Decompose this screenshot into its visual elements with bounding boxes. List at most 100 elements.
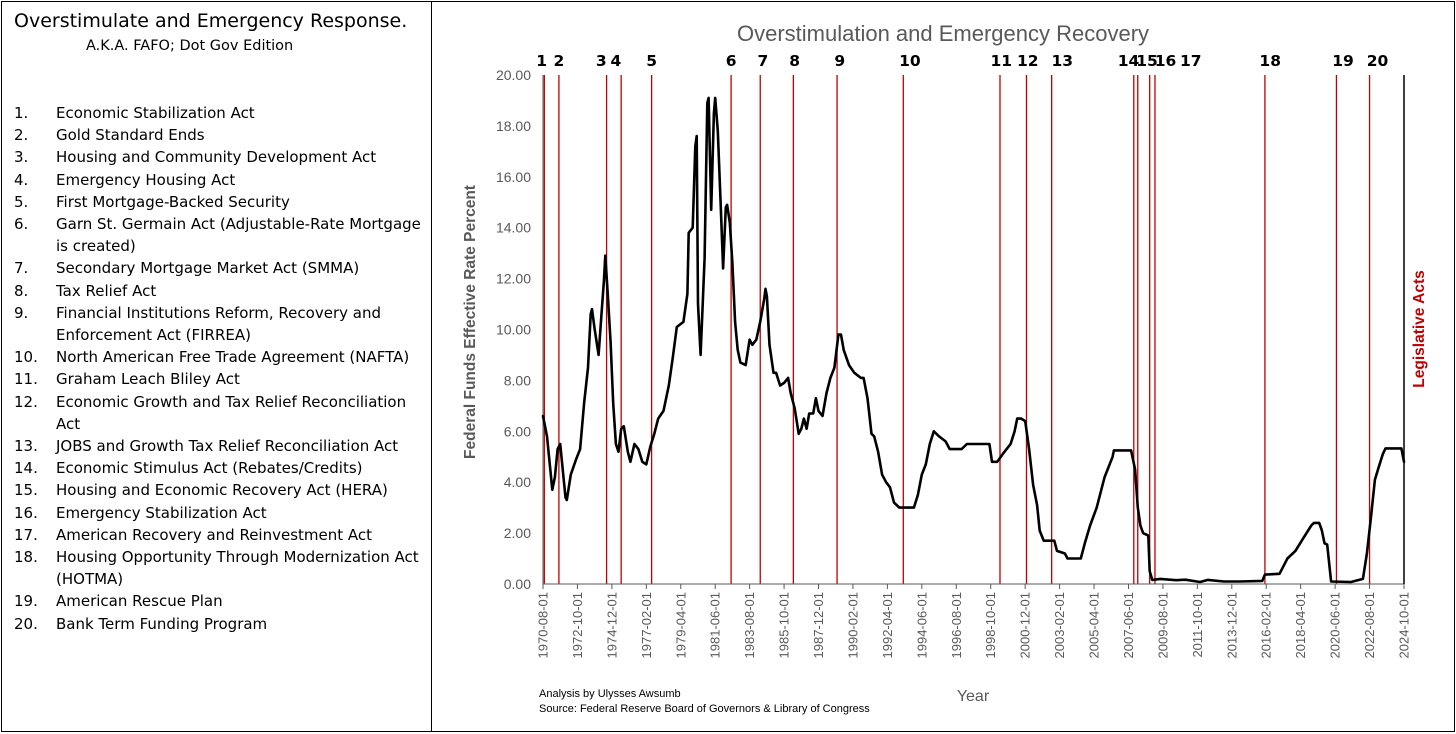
legislation-name: North American Free Trade Agreement (NAF… <box>56 348 410 367</box>
act-number-label: 4 <box>610 52 621 70</box>
legislation-number: 18. <box>14 548 38 567</box>
legislation-number: 1. <box>14 104 29 122</box>
x-tick-label: 2011-10-01 <box>1190 592 1205 658</box>
legislation-name: Housing and Community Development Act <box>56 148 377 167</box>
legislation-item: 3. Housing and Community Development Act <box>14 146 426 168</box>
y-tick-label: 4.00 <box>504 474 531 490</box>
x-tick-label: 2013-12-01 <box>1224 592 1239 659</box>
legislation-name: Housing Opportunity Through Modernizatio… <box>56 548 419 589</box>
x-tick-label: 2018-04-01 <box>1293 592 1308 659</box>
legislation-legend-panel: Overstimulate and Emergency Response. A.… <box>1 1 432 732</box>
x-tick-label: 2005-04-01 <box>1087 592 1102 659</box>
x-tick-label: 1977-02-01 <box>639 592 654 659</box>
legislation-name: Bank Term Funding Program <box>56 614 268 633</box>
x-tick-label: 2024-10-01 <box>1397 592 1412 659</box>
y-tick-label: 12.00 <box>496 271 531 287</box>
act-number-label: 9 <box>834 52 845 70</box>
legislation-number: 9. <box>14 303 29 322</box>
legislation-number: 4. <box>14 170 29 189</box>
legislation-name: JOBS and Growth Tax Relief Reconciliatio… <box>56 437 399 456</box>
x-tick-label: 1996-08-01 <box>949 592 964 659</box>
act-number-label: 6 <box>726 52 737 70</box>
x-tick-label: 2016-02-01 <box>1259 592 1274 659</box>
legislation-item: 12. Economic Growth and Tax Relief Reconc… <box>14 391 426 435</box>
legislation-name: Housing and Economic Recovery Act (HERA) <box>56 481 388 500</box>
legislation-number: 3. <box>14 148 29 167</box>
source-note: Source: Federal Reserve Board of Governo… <box>539 703 870 715</box>
x-tick-label: 1998-10-01 <box>983 592 998 659</box>
y-tick-label: 2.00 <box>504 525 531 541</box>
legislation-item: 19. American Rescue Plan <box>14 590 426 612</box>
y-tick-label: 10.00 <box>496 322 531 338</box>
legislation-item: 6. Garn St. Germain Act (Adjustable-Rate … <box>14 213 426 257</box>
legislation-item: 15. Housing and Economic Recovery Act (HE… <box>14 479 426 501</box>
act-number-label: 13 <box>1051 52 1073 70</box>
x-tick-label: 1972-10-01 <box>570 592 585 659</box>
legislation-number: 13. <box>14 437 38 456</box>
legislation-number: 5. <box>14 192 29 211</box>
act-number-label: 15 <box>1136 52 1158 70</box>
legislation-item: 4. Emergency Housing Act <box>14 169 426 191</box>
legend-subtitle: A.K.A. FAFO; Dot Gov Edition <box>86 38 294 54</box>
fed-funds-rate-line <box>541 96 1406 584</box>
act-number-label: 8 <box>789 52 800 70</box>
x-axis-label: Year <box>957 688 990 705</box>
y-tick-label: 16.00 <box>496 169 531 185</box>
legislation-item: 9. Financial Institutions Reform, Recover… <box>14 302 426 346</box>
legislation-number: 11. <box>14 370 38 389</box>
y-tick-label: 0.00 <box>504 576 531 592</box>
legislation-number: 17. <box>14 525 38 544</box>
legislation-item: 7. Secondary Mortgage Market Act (SMMA) <box>14 257 426 279</box>
legislation-item: 1. Economic Stabilization Act <box>14 102 426 124</box>
legislation-number: 14. <box>14 459 38 478</box>
act-number-label: 7 <box>757 52 768 70</box>
act-number-label: 18 <box>1259 52 1281 70</box>
legislation-number: 12. <box>14 392 38 411</box>
x-tick-label: 2003-02-01 <box>1052 592 1067 659</box>
act-number-label: 17 <box>1180 52 1202 70</box>
legislation-item: 17. American Recovery and Reinvestment Ac… <box>14 524 426 546</box>
credit-note: Analysis by Ulysses Awsumb <box>539 688 681 700</box>
x-tick-label: 1979-04-01 <box>673 592 688 659</box>
legislation-number: 10. <box>14 348 38 367</box>
legislation-name: American Recovery and Reinvestment Act <box>56 525 373 544</box>
legislation-item: 14. Economic Stimulus Act (Rebates/Credit… <box>14 457 426 479</box>
x-tick-label: 2022-08-01 <box>1362 592 1377 659</box>
legislation-item: 13. JOBS and Growth Tax Relief Reconcilia… <box>14 435 426 457</box>
legislation-item: 11. Graham Leach Bliley Act <box>14 368 426 390</box>
y-tick-label: 6.00 <box>504 423 531 439</box>
x-tick-label: 1990-02-01 <box>845 592 860 659</box>
legislation-item: 2. Gold Standard Ends <box>14 124 426 146</box>
legislation-name: American Rescue Plan <box>56 592 223 611</box>
y-tick-label: 14.00 <box>496 220 531 236</box>
act-number-label: 5 <box>646 52 657 70</box>
act-number-label: 16 <box>1155 52 1177 70</box>
x-tick-label: 2007-06-01 <box>1121 592 1136 659</box>
legislation-number: 6. <box>14 215 29 234</box>
y-tick-label: 18.00 <box>496 118 531 134</box>
x-tick-label: 1985-10-01 <box>777 592 792 659</box>
legislation-number: 8. <box>14 281 29 300</box>
act-number-label: 20 <box>1367 52 1389 70</box>
legislation-name: Economic Stabilization Act <box>56 104 255 122</box>
legislation-name: Economic Growth and Tax Relief Reconcili… <box>56 392 407 433</box>
legislation-item: 20. Bank Term Funding Program <box>14 613 426 635</box>
chart-axes: 0.00 2.00 4.00 6.00 8.00 10.00 12.00 14.00 16.00… <box>496 67 1412 659</box>
x-tick-label: 2000-12-01 <box>1018 592 1033 659</box>
legislation-number: 15. <box>14 481 38 500</box>
y-axis-label: Federal Funds Effective Rate Percent <box>462 185 479 459</box>
act-markers <box>543 75 1371 584</box>
y-tick-label: 8.00 <box>504 372 531 388</box>
legislation-name: Emergency Stabilization Act <box>56 503 267 522</box>
act-number-label: 3 <box>596 52 607 70</box>
legend-title: Overstimulate and Emergency Response. <box>14 10 408 32</box>
legislation-name: Secondary Mortgage Market Act (SMMA) <box>56 259 360 278</box>
legislation-name: Graham Leach Bliley Act <box>56 370 240 389</box>
legislation-list: 1. Economic Stabilization Act 2. Gold Stand… <box>14 102 426 635</box>
legislation-item: 8. Tax Relief Act <box>14 280 426 302</box>
x-tick-label: 1994-06-01 <box>914 592 929 659</box>
chart-panel <box>432 1 1455 732</box>
legislation-item: 16. Emergency Stabilization Act <box>14 502 426 524</box>
